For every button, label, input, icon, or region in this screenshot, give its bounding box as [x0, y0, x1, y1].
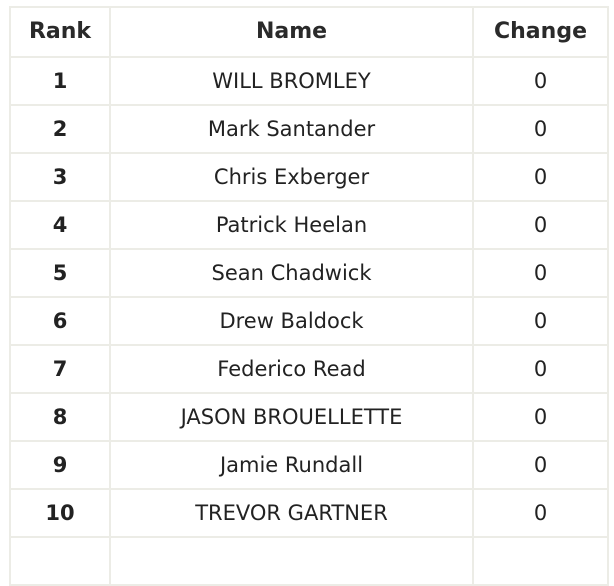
change-cell: 0 [472, 200, 609, 250]
name-cell: Patrick Heelan [109, 200, 474, 250]
name-cell: Chris Exberger [109, 152, 474, 202]
table-row: 4 Patrick Heelan 0 [9, 200, 609, 250]
rank-cell: 7 [9, 344, 111, 394]
table-row: 6 Drew Baldock 0 [9, 296, 609, 346]
table-row: 8 JASON BROUELLETTE 0 [9, 392, 609, 442]
rank-cell: 5 [9, 248, 111, 298]
change-cell: 0 [472, 440, 609, 490]
table-row: 7 Federico Read 0 [9, 344, 609, 394]
name-cell: Drew Baldock [109, 296, 474, 346]
change-cell: 0 [472, 488, 609, 538]
change-cell [472, 536, 609, 586]
change-cell: 0 [472, 392, 609, 442]
rank-cell: 9 [9, 440, 111, 490]
header-row: Rank Name Change [9, 6, 609, 58]
table-row [9, 536, 609, 586]
table-row: 9 Jamie Rundall 0 [9, 440, 609, 490]
change-cell: 0 [472, 56, 609, 106]
rank-cell [9, 536, 111, 586]
change-cell: 0 [472, 248, 609, 298]
name-cell: Mark Santander [109, 104, 474, 154]
change-cell: 0 [472, 344, 609, 394]
header-change: Change [472, 6, 609, 58]
name-cell: Sean Chadwick [109, 248, 474, 298]
table-row: 3 Chris Exberger 0 [9, 152, 609, 202]
table-body: 1 WILL BROMLEY 0 2 Mark Santander 0 3 Ch… [9, 56, 609, 586]
rankings-table: Rank Name Change 1 WILL BROMLEY 0 2 Mark… [9, 6, 609, 586]
name-cell: WILL BROMLEY [109, 56, 474, 106]
change-cell: 0 [472, 296, 609, 346]
header-name: Name [109, 6, 474, 58]
header-rank: Rank [9, 6, 111, 58]
table-row: 10 TREVOR GARTNER 0 [9, 488, 609, 538]
rank-cell: 2 [9, 104, 111, 154]
rank-cell: 8 [9, 392, 111, 442]
table-row: 1 WILL BROMLEY 0 [9, 56, 609, 106]
name-cell: JASON BROUELLETTE [109, 392, 474, 442]
rank-cell: 1 [9, 56, 111, 106]
rank-cell: 3 [9, 152, 111, 202]
name-cell: TREVOR GARTNER [109, 488, 474, 538]
table-header: Rank Name Change [9, 6, 609, 58]
name-cell: Jamie Rundall [109, 440, 474, 490]
rank-cell: 4 [9, 200, 111, 250]
rank-cell: 10 [9, 488, 111, 538]
change-cell: 0 [472, 152, 609, 202]
table-row: 2 Mark Santander 0 [9, 104, 609, 154]
change-cell: 0 [472, 104, 609, 154]
name-cell: Federico Read [109, 344, 474, 394]
name-cell [109, 536, 474, 586]
rank-cell: 6 [9, 296, 111, 346]
table-row: 5 Sean Chadwick 0 [9, 248, 609, 298]
